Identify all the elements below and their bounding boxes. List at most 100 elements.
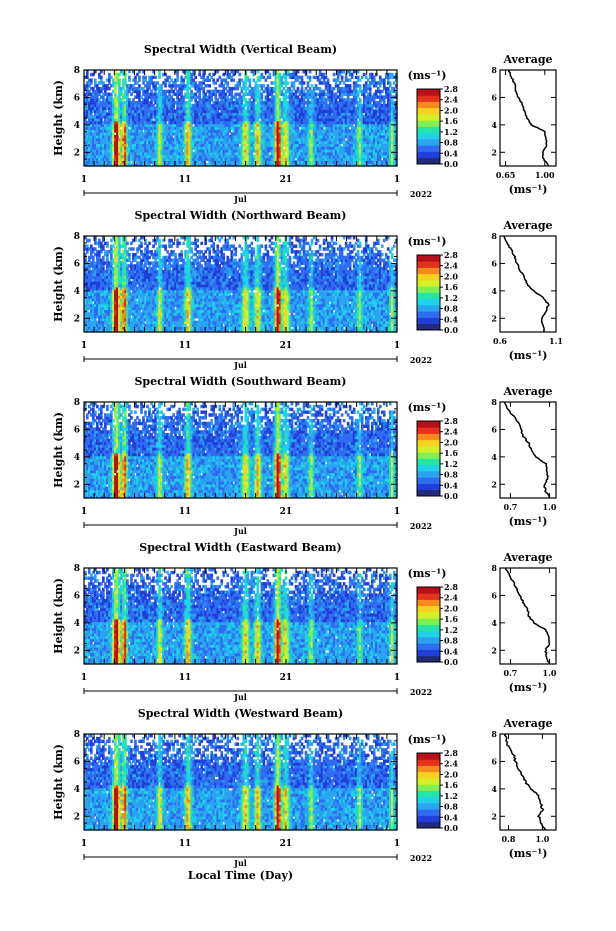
avg-x-tick-label: 1.1 <box>549 336 563 346</box>
colorbar-tick-label: 2.4 <box>444 427 458 437</box>
y-tick-label: 8 <box>74 232 80 242</box>
colorbar-tick-label: 0.8 <box>444 138 458 148</box>
colorbar-swatch <box>417 433 440 441</box>
panel-title: Spectral Width (Northward Beam) <box>135 209 347 222</box>
colorbar-tick-label: 2.0 <box>444 105 458 115</box>
year-label: 2022 <box>410 853 432 863</box>
x-tick-label: 1 <box>81 673 87 683</box>
x-tick-label: 1 <box>81 341 87 351</box>
y-axis-label: Height (km) <box>52 744 65 820</box>
colorbar-swatch <box>417 489 440 497</box>
x-tick-label: 11 <box>179 175 192 185</box>
colorbar-swatch <box>417 655 440 663</box>
x-tick-label: 11 <box>179 673 192 683</box>
y-tick-label: 6 <box>74 93 80 103</box>
year-label: 2022 <box>410 687 432 697</box>
avg-y-tick-label: 8 <box>491 231 497 241</box>
average-title: Average <box>502 551 552 564</box>
y-axis-label: Height (km) <box>52 578 65 654</box>
colorbar-tick-label: 1.2 <box>444 293 458 303</box>
avg-y-tick-label: 4 <box>491 452 497 462</box>
avg-y-tick-label: 6 <box>491 424 497 434</box>
colorbar-swatch <box>417 778 440 785</box>
colorbar-swatch <box>417 784 440 791</box>
colorbar: (ms⁻¹) 2.82.42.01.61.20.80.40.0 <box>408 733 459 833</box>
colorbar-frame <box>416 254 441 331</box>
avg-x-axis-label: (ms⁻¹) <box>509 183 548 196</box>
avg-x-tick-label: 0.7 <box>503 668 517 678</box>
y-tick-label: 4 <box>74 287 80 297</box>
y-tick-label: 2 <box>74 480 80 490</box>
avg-x-axis-label: (ms⁻¹) <box>509 847 548 860</box>
colorbar-swatch <box>417 612 440 619</box>
colorbar-swatch <box>417 132 440 140</box>
colorbar-tick-label: 0.0 <box>444 491 458 501</box>
y-axis-label: Height (km) <box>52 412 65 488</box>
colorbar-swatch <box>417 139 440 146</box>
average-profile: Average 2 4 6 8 0.65 1.00 (ms⁻¹) <box>491 53 557 196</box>
colorbar-swatch <box>417 471 440 478</box>
colorbar-tick-label: 2.0 <box>444 769 458 779</box>
avg-y-tick-label: 8 <box>491 65 497 75</box>
average-profile-line <box>507 69 550 167</box>
colorbar: (ms⁻¹) 2.82.42.01.61.20.80.40.0 <box>408 69 459 169</box>
colorbar-tick-label: 1.6 <box>444 614 458 624</box>
x-tick-label: 1 <box>394 839 400 849</box>
x-tick-label: 1 <box>394 175 400 185</box>
colorbar-unit-label: (ms⁻¹) <box>408 401 447 414</box>
y-tick-label: 4 <box>74 121 80 131</box>
colorbar-tick-label: 0.4 <box>444 480 458 490</box>
average-frame <box>499 733 557 831</box>
colorbar-swatch <box>417 298 440 306</box>
colorbar: (ms⁻¹) 2.82.42.01.61.20.80.40.0 <box>408 567 459 667</box>
y-tick-label: 6 <box>74 425 80 435</box>
colorbar-swatch <box>417 458 440 466</box>
panel-title: Spectral Width (Westward Beam) <box>138 707 343 720</box>
colorbar-tick-label: 1.2 <box>444 459 458 469</box>
colorbar-swatch <box>417 280 440 287</box>
colorbar-swatch <box>417 483 440 491</box>
avg-x-tick-label: 0.7 <box>503 502 517 512</box>
avg-y-tick-label: 2 <box>491 313 497 323</box>
avg-y-tick-label: 6 <box>491 92 497 102</box>
avg-x-tick-label: 1.0 <box>543 502 557 512</box>
avg-y-tick-label: 6 <box>491 258 497 268</box>
colorbar-tick-label: 0.0 <box>444 823 458 833</box>
colorbar-swatch <box>417 261 440 268</box>
y-tick-label: 6 <box>74 259 80 269</box>
colorbar-swatch <box>417 630 440 638</box>
month-label: Jul <box>233 526 247 536</box>
average-profile: Average 2 4 6 8 0.7 1.0 (ms⁻¹) <box>491 551 556 694</box>
colorbar-swatch <box>417 464 440 472</box>
y-tick-label: 2 <box>74 314 80 324</box>
avg-x-tick-label: 1.00 <box>535 170 555 180</box>
colorbar-tick-label: 1.2 <box>444 625 458 635</box>
colorbar-swatch <box>417 267 440 275</box>
average-frame <box>499 235 557 333</box>
colorbar-swatch <box>417 477 440 484</box>
colorbar-tick-label: 0.8 <box>444 802 458 812</box>
average-frame <box>499 401 557 499</box>
colorbar-frame <box>416 752 441 829</box>
average-profile-line <box>503 733 547 831</box>
average-profile-line <box>504 567 551 665</box>
colorbar-tick-label: 0.0 <box>444 657 458 667</box>
avg-y-tick-label: 6 <box>491 590 497 600</box>
avg-x-tick-label: 1.0 <box>543 668 557 678</box>
panel-title: Spectral Width (Southward Beam) <box>134 375 346 388</box>
average-profile: Average 2 4 6 8 0.7 1.0 (ms⁻¹) <box>491 385 556 528</box>
colorbar-tick-label: 2.4 <box>444 759 458 769</box>
y-tick-label: 8 <box>74 398 80 408</box>
x-axis-label: Local Time (Day) <box>188 869 293 882</box>
x-tick-label: 21 <box>280 175 293 185</box>
colorbar-swatch <box>417 815 440 823</box>
colorbar-swatch <box>417 809 440 816</box>
colorbar-tick-label: 2.8 <box>444 84 458 94</box>
y-axis-label: Height (km) <box>52 80 65 156</box>
colorbar-tick-label: 2.0 <box>444 271 458 281</box>
colorbar-unit-label: (ms⁻¹) <box>408 567 447 580</box>
colorbar-tick-label: 2.4 <box>444 593 458 603</box>
colorbar-tick-label: 0.4 <box>444 314 458 324</box>
